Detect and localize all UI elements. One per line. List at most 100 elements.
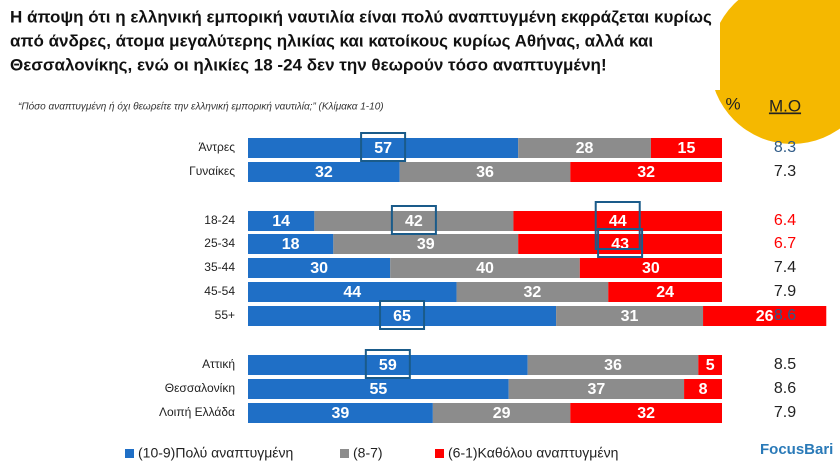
value-label: 26 <box>756 308 774 325</box>
bar-segment <box>684 379 722 399</box>
bar-segment <box>314 211 514 231</box>
value-label: 31 <box>621 308 639 325</box>
value-label: 59 <box>379 357 397 374</box>
legend-swatch <box>125 449 134 458</box>
percent-header: % <box>725 94 740 113</box>
value-label: 36 <box>604 357 622 374</box>
value-label: 29 <box>493 405 511 422</box>
value-label: 57 <box>374 140 392 157</box>
value-label: 28 <box>576 140 594 157</box>
mean-value: 7.9 <box>774 283 796 300</box>
value-label: 65 <box>393 308 411 325</box>
category-label: 55+ <box>215 308 235 322</box>
value-label: 15 <box>678 140 696 157</box>
bar-segment <box>399 162 571 182</box>
value-label: 14 <box>272 213 290 230</box>
mean-value: 6.4 <box>774 212 796 229</box>
category-label: Γυναίκες <box>189 164 235 178</box>
value-label: 30 <box>642 260 660 277</box>
bar-segment <box>518 138 651 158</box>
category-label: 18-24 <box>204 213 235 227</box>
value-label: 39 <box>332 405 350 422</box>
title-line: από άνδρες, άτομα μεγαλύτερης ηλικίας κα… <box>10 31 653 50</box>
bar-segment <box>432 403 571 423</box>
title-backdrop <box>0 0 720 90</box>
highlight-box <box>360 132 407 162</box>
logo: FocusBari <box>760 441 833 458</box>
value-label: 43 <box>611 236 629 253</box>
highlight-box <box>594 201 641 250</box>
title-line: Θεσσαλονίκης, ενώ οι ηλικίες 18 -24 δεν … <box>10 55 607 74</box>
value-label: 42 <box>405 213 423 230</box>
category-label: 35-44 <box>204 260 235 274</box>
bar-segment <box>579 258 722 278</box>
value-label: 5 <box>706 357 715 374</box>
value-label: 32 <box>637 405 655 422</box>
highlight-box <box>379 300 426 330</box>
title-line: Η άποψη ότι η ελληνική εμπορική ναυτιλία… <box>10 7 712 26</box>
value-label: 30 <box>310 260 328 277</box>
value-label: 8 <box>699 381 708 398</box>
bar-segment <box>608 282 722 302</box>
mean-value: 7.3 <box>774 163 796 180</box>
mean-value: 8.6 <box>774 307 796 324</box>
legend-label: (10-9)Πολύ αναπτυγμένη <box>138 445 293 461</box>
decor-circle <box>710 0 840 144</box>
category-label: 25-34 <box>204 236 235 250</box>
category-label: Αττική <box>202 357 235 371</box>
bar-segment <box>248 162 400 182</box>
mean-value: 8.5 <box>774 356 796 373</box>
value-label: 55 <box>369 381 387 398</box>
bar-segment <box>248 282 457 302</box>
bar-segment <box>333 234 519 254</box>
bar-segment <box>513 211 722 231</box>
bar-segment <box>650 138 722 158</box>
mean-value: 7.4 <box>774 259 796 276</box>
bar-segment <box>390 258 580 278</box>
value-label: 37 <box>587 381 605 398</box>
value-label: 44 <box>343 284 361 301</box>
bar-segment <box>508 379 685 399</box>
category-label: Άντρες <box>199 140 236 154</box>
highlight-box <box>390 205 437 235</box>
legend-label: (6-1)Καθόλου αναπτυγμένη <box>448 445 618 461</box>
bar-segment <box>698 355 722 375</box>
bar-segment <box>248 258 391 278</box>
bar-segment <box>248 138 519 158</box>
category-label: Θεσσαλονίκη <box>165 381 235 395</box>
bar-segment <box>248 403 433 423</box>
bar-segment <box>556 306 704 326</box>
bar-segment <box>570 403 722 423</box>
highlight-box <box>597 228 644 258</box>
value-label: 32 <box>315 164 333 181</box>
value-label: 44 <box>609 213 627 230</box>
bar-segment <box>518 234 722 254</box>
bar-segment <box>248 211 315 231</box>
value-label: 40 <box>476 260 494 277</box>
category-label: Λοιπή Ελλάδα <box>159 405 235 419</box>
legend-swatch <box>340 449 349 458</box>
category-label: 45-54 <box>204 284 235 298</box>
bar-segment <box>456 282 609 302</box>
bar-segment <box>248 234 334 254</box>
bar-segment <box>248 306 557 326</box>
bar-segment <box>570 162 722 182</box>
highlight-box <box>364 349 411 379</box>
value-label: 39 <box>417 236 435 253</box>
mean-value: 6.7 <box>774 235 796 252</box>
legend-swatch <box>435 449 444 458</box>
value-label: 36 <box>476 164 494 181</box>
value-label: 32 <box>524 284 542 301</box>
value-label: 24 <box>656 284 674 301</box>
mean-header: Μ.Ο <box>769 96 801 115</box>
value-label: 18 <box>282 236 300 253</box>
bar-segment <box>527 355 699 375</box>
mean-value: 7.9 <box>774 404 796 421</box>
mean-value: 8.6 <box>774 380 796 397</box>
subtitle: “Πόσο αναπτυγμένη ή όχι θεωρείτε την ελλ… <box>18 101 384 113</box>
bar-segment <box>703 306 827 326</box>
bar-segment <box>248 379 509 399</box>
mean-value: 8.3 <box>774 139 796 156</box>
bar-segment <box>248 355 528 375</box>
